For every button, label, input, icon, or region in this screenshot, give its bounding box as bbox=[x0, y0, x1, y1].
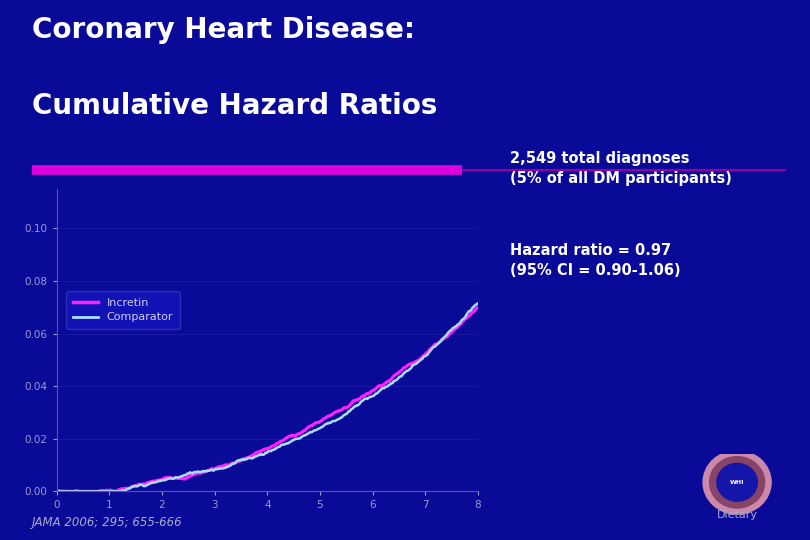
Line: Comparator: Comparator bbox=[57, 303, 478, 491]
Comparator bbox=[52, 488, 62, 494]
Incretin bbox=[464, 313, 474, 320]
Text: JAMA 2006; 295; 655-666: JAMA 2006; 295; 655-666 bbox=[32, 516, 183, 529]
Comparator bbox=[398, 371, 407, 377]
Incretin bbox=[52, 488, 62, 494]
Text: Coronary Heart Disease:: Coronary Heart Disease: bbox=[32, 16, 416, 44]
Comparator bbox=[473, 300, 483, 307]
Comparator bbox=[53, 488, 62, 495]
Text: Cumulative Hazard Ratios: Cumulative Hazard Ratios bbox=[32, 92, 437, 120]
Text: Dietary: Dietary bbox=[717, 510, 757, 520]
Line: Incretin: Incretin bbox=[57, 307, 478, 491]
Incretin bbox=[398, 366, 407, 372]
Comparator bbox=[253, 453, 262, 459]
Legend: Incretin, Comparator: Incretin, Comparator bbox=[66, 291, 180, 329]
Comparator bbox=[464, 308, 474, 315]
Circle shape bbox=[710, 457, 765, 508]
Circle shape bbox=[703, 450, 771, 514]
Incretin bbox=[58, 488, 67, 495]
Incretin bbox=[280, 435, 290, 442]
Incretin bbox=[253, 449, 262, 456]
Incretin bbox=[304, 424, 313, 430]
Text: 2,549 total diagnoses
(5% of all DM participants): 2,549 total diagnoses (5% of all DM part… bbox=[510, 151, 732, 186]
Incretin bbox=[473, 304, 483, 310]
Comparator bbox=[304, 430, 313, 437]
Text: Hazard ratio = 0.97
(95% CI = 0.90-1.06): Hazard ratio = 0.97 (95% CI = 0.90-1.06) bbox=[510, 243, 681, 278]
Circle shape bbox=[717, 463, 757, 501]
Comparator bbox=[255, 452, 265, 458]
Text: WHI: WHI bbox=[730, 480, 744, 485]
Comparator bbox=[280, 441, 290, 447]
Incretin bbox=[255, 449, 265, 455]
